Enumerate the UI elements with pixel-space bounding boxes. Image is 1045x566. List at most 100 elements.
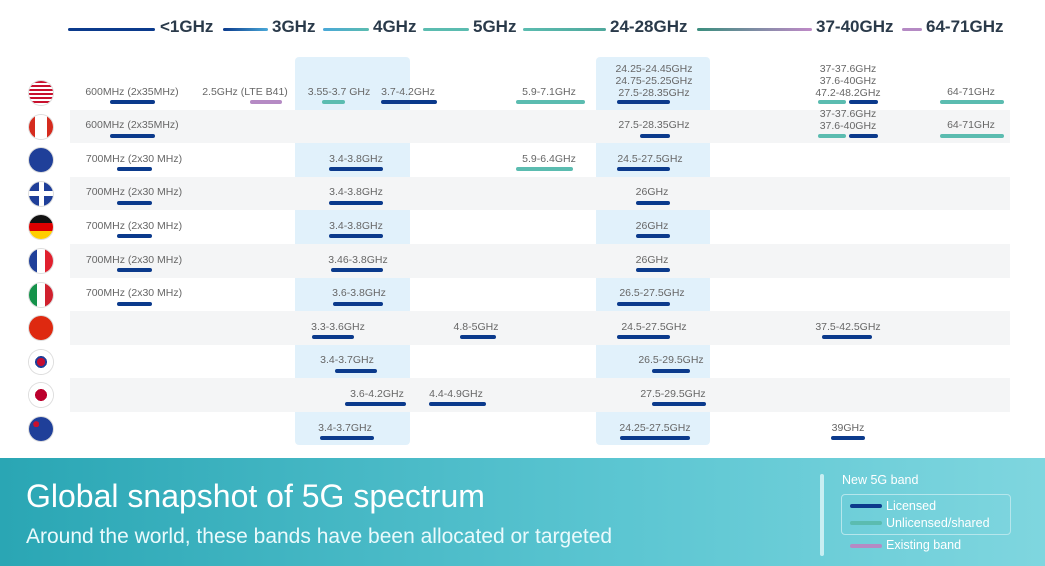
header-line [697, 28, 812, 31]
band-bar-licensed [636, 268, 670, 272]
band-label: 24.25-27.5GHz [619, 421, 691, 434]
band-label: 39GHz [831, 421, 865, 434]
flag-jp [29, 383, 53, 408]
legend-existing-swatch [850, 544, 882, 548]
row-band [70, 311, 1010, 345]
band-bar-licensed [636, 200, 670, 205]
band-bar-licensed [460, 335, 496, 340]
band-bar-unlicensed [516, 100, 585, 104]
band-label: 5.9-7.1GHz [522, 85, 576, 98]
band-label: 27.5-28.35GHz [618, 119, 690, 132]
band-label: 64-71GHz [947, 85, 995, 98]
flag-cn [29, 316, 53, 341]
band-bar-licensed [849, 133, 878, 138]
band-bar-licensed [335, 368, 377, 373]
band-bar-licensed [110, 100, 155, 104]
band-bar-unlicensed [818, 133, 846, 138]
band-label: 700MHz (2x30 MHz) [85, 186, 183, 199]
band-bar-licensed [617, 301, 670, 306]
band-bar-licensed [329, 200, 383, 205]
band-bar-licensed [117, 234, 152, 239]
band-bar-licensed [117, 301, 152, 306]
legend-unlicensed-swatch [850, 521, 882, 525]
band-bar-licensed [652, 402, 706, 407]
band-label: 700MHz (2x30 MHz) [85, 219, 183, 232]
band-label: 37-37.6GHz 37.6-40GHz [819, 107, 877, 132]
band-bar-unlicensed [940, 100, 1004, 104]
band-bar-unlicensed [818, 100, 846, 104]
footer-panel [0, 458, 1045, 566]
flag-ca [29, 114, 53, 139]
band-label: 24.5-27.5GHz [617, 152, 683, 165]
band-label: 3.4-3.8GHz [329, 186, 383, 199]
legend-title: New 5G band [842, 473, 919, 487]
band-label: 26.5-29.5GHz [638, 354, 704, 367]
band-label: 26.5-27.5GHz [619, 287, 685, 300]
band-label: 3.4-3.8GHz [329, 152, 383, 165]
band-label: 3.4-3.8GHz [329, 219, 383, 232]
band-bar-licensed [110, 133, 155, 138]
band-bar-licensed [849, 100, 878, 104]
header-line [223, 28, 268, 31]
header-label: 24-28GHz [610, 17, 688, 36]
band-bar-licensed [636, 234, 670, 239]
footer-title: Global snapshot of 5G spectrum [26, 478, 485, 514]
band-bar-licensed [117, 200, 152, 205]
flag-fr [29, 249, 53, 273]
header-line [523, 28, 606, 31]
band-bar-licensed [320, 436, 374, 440]
header-line [68, 28, 155, 31]
band-label: 37-37.6GHz 37.6-40GHz 47.2-48.2GHz [815, 62, 881, 99]
flag-kr [29, 349, 53, 374]
header-line [902, 28, 922, 31]
header-label: 37-40GHz [816, 17, 894, 36]
band-label: 64-71GHz [947, 119, 995, 132]
band-label: 600MHz (2x35MHz) [85, 119, 179, 132]
band-bar-licensed [617, 100, 670, 104]
flag-it [29, 282, 53, 307]
band-label: 24.25-24.45GHz 24.75-25.25GHz 27.5-28.35GH… [615, 62, 693, 99]
band-label: 26GHz [635, 253, 669, 266]
band-label: 3.46-3.8GHz [328, 253, 388, 266]
band-label: 3.55-3.7 GHz [307, 85, 371, 98]
band-label: 3.4-3.7GHz [318, 421, 372, 434]
band-bar-licensed [617, 335, 670, 340]
band-bar-licensed [640, 133, 670, 138]
band-label: 4.8-5GHz [453, 320, 499, 333]
flag-au [29, 417, 53, 441]
flag-de [29, 215, 53, 240]
header-label: <1GHz [160, 17, 214, 36]
band-bar-licensed [117, 167, 152, 172]
band-bar-licensed [381, 100, 437, 104]
band-label: 700MHz (2x30 MHz) [85, 152, 183, 165]
legend-unlicensed: Unlicensed/shared [886, 516, 990, 530]
band-label: 3.7-4.2GHz [381, 85, 435, 98]
band-label: 700MHz (2x30 MHz) [85, 287, 183, 300]
band-bar-licensed [831, 436, 865, 440]
band-bar-licensed [117, 268, 152, 272]
header-label: 5GHz [473, 17, 517, 36]
band-bar-licensed [345, 402, 406, 407]
band-label: 3.6-4.2GHz [350, 387, 404, 400]
band-bar-licensed [312, 335, 354, 340]
band-label: 27.5-29.5GHz [640, 387, 706, 400]
band-bar-unlicensed [940, 133, 1004, 138]
band-bar-licensed [333, 301, 383, 306]
footer-subtitle: Around the world, these bands have been … [26, 525, 613, 548]
band-bar-unlicensed [322, 100, 345, 104]
band-label: 700MHz (2x30 MHz) [85, 253, 183, 266]
header-label: 4GHz [373, 17, 417, 36]
row-band [70, 176, 1010, 211]
band-bar-licensed [617, 167, 670, 172]
header-label: 64-71GHz [926, 17, 1004, 36]
band-label: 5.9-6.4GHz [522, 152, 576, 165]
band-bar-licensed [822, 335, 872, 340]
header-label: 3GHz [272, 17, 316, 36]
flag-eu [29, 148, 53, 173]
band-label: 4.4-4.9GHz [429, 387, 483, 400]
legend-licensed: Licensed [886, 499, 937, 513]
band-label: 26GHz [635, 186, 669, 199]
row-band [70, 244, 1010, 278]
flag-us [29, 81, 53, 105]
band-label: 26GHz [635, 219, 669, 232]
